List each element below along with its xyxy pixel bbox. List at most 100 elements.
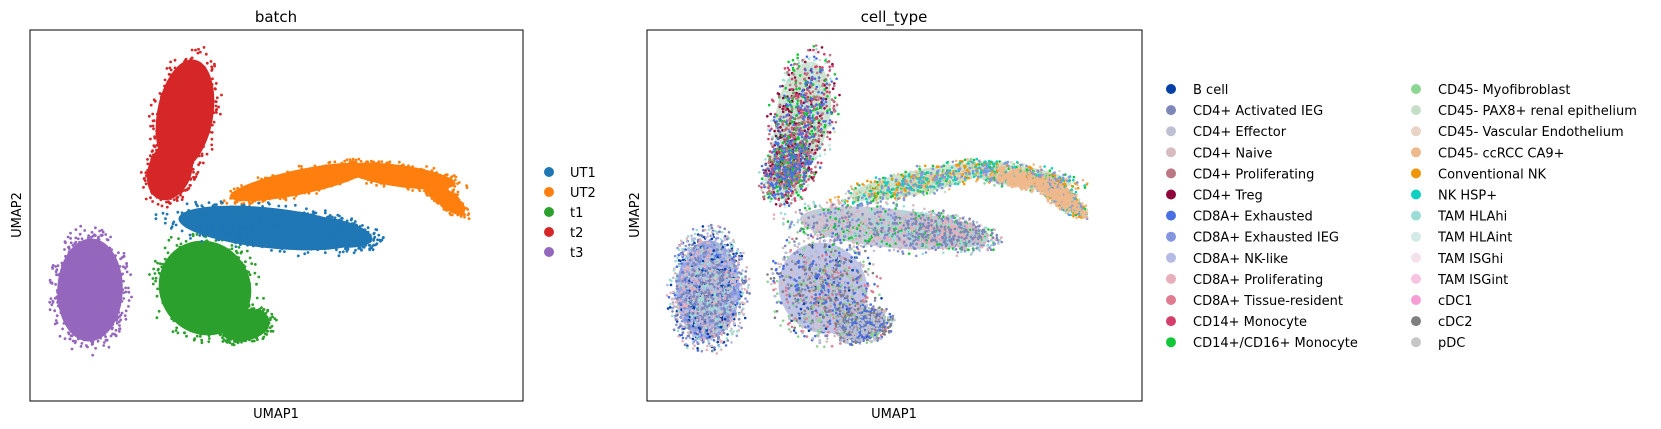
data-point (268, 197, 272, 201)
data-point (179, 312, 182, 316)
data-point (245, 229, 248, 233)
data-point (192, 98, 196, 102)
data-point (175, 292, 179, 296)
data-point (153, 193, 156, 197)
data-point (165, 178, 169, 182)
data-point (182, 283, 185, 286)
data-point (160, 173, 164, 176)
data-point (193, 111, 196, 114)
data-point (205, 239, 209, 243)
data-point (81, 327, 85, 331)
data-point (282, 173, 285, 177)
data-point (338, 214, 341, 218)
data-point (197, 303, 201, 307)
data-point (205, 308, 209, 312)
data-point (438, 177, 442, 181)
data-point (270, 249, 273, 252)
data-point (95, 264, 99, 268)
data-point (199, 121, 203, 125)
data-point (232, 330, 235, 334)
data-point (89, 312, 93, 316)
data-point (384, 169, 387, 173)
data-point (174, 171, 177, 174)
data-point (225, 201, 229, 205)
data-point (267, 192, 270, 196)
data-point (72, 317, 76, 320)
data-point (251, 339, 254, 343)
data-point (230, 247, 234, 251)
data-point (354, 158, 358, 162)
data-point (71, 309, 75, 313)
data-point (300, 183, 303, 187)
data-point (196, 103, 200, 106)
data-point (327, 169, 331, 172)
data-point (235, 266, 239, 270)
data-point (214, 299, 217, 302)
data-point (75, 323, 79, 327)
data-point (163, 84, 166, 88)
data-point (229, 310, 233, 314)
data-point (172, 278, 176, 281)
data-point (90, 230, 94, 234)
data-point (114, 254, 117, 257)
data-point (96, 237, 100, 241)
data-point (216, 322, 220, 326)
data-point (207, 228, 211, 232)
data-point (189, 126, 193, 129)
data-point (153, 166, 157, 170)
data-point (194, 301, 198, 305)
data-point (155, 148, 158, 152)
data-point (286, 244, 289, 247)
data-point (210, 137, 214, 141)
data-point (202, 111, 206, 114)
data-point (249, 315, 253, 319)
data-point (182, 319, 185, 323)
data-point (176, 79, 180, 82)
data-point (92, 265, 96, 268)
data-point (149, 124, 153, 128)
data-point (94, 251, 97, 254)
data-point (112, 264, 116, 267)
data-point (382, 184, 386, 188)
data-point (177, 272, 181, 276)
data-point (170, 175, 174, 179)
data-point (169, 124, 173, 127)
data-point (193, 267, 197, 271)
data-point (162, 180, 166, 184)
data-point (343, 168, 347, 172)
data-point (183, 163, 187, 167)
data-point (235, 298, 238, 301)
data-point (251, 335, 255, 339)
data-point (86, 289, 90, 293)
data-point (71, 322, 75, 325)
data-point (180, 316, 184, 320)
data-point (170, 122, 174, 125)
data-point (51, 299, 55, 303)
data-point (188, 259, 192, 263)
data-point (296, 254, 300, 258)
data-point (393, 167, 397, 171)
data-point (305, 182, 308, 185)
data-point (188, 117, 192, 121)
data-point (89, 235, 93, 239)
data-point (342, 163, 345, 167)
data-point (225, 323, 229, 327)
data-point (298, 189, 302, 193)
data-point (159, 149, 163, 153)
data-point (182, 331, 186, 335)
data-point (213, 296, 217, 299)
data-point (116, 300, 120, 304)
data-point (406, 175, 410, 179)
data-point (199, 279, 203, 282)
data-point (187, 256, 191, 260)
data-point (185, 160, 189, 164)
data-point (193, 132, 197, 136)
data-point (220, 93, 223, 97)
data-point (229, 319, 233, 322)
data-point (106, 238, 110, 242)
data-point (193, 227, 196, 231)
data-point (193, 337, 197, 341)
data-point (118, 265, 122, 268)
data-point (70, 260, 74, 264)
data-point (408, 183, 412, 187)
